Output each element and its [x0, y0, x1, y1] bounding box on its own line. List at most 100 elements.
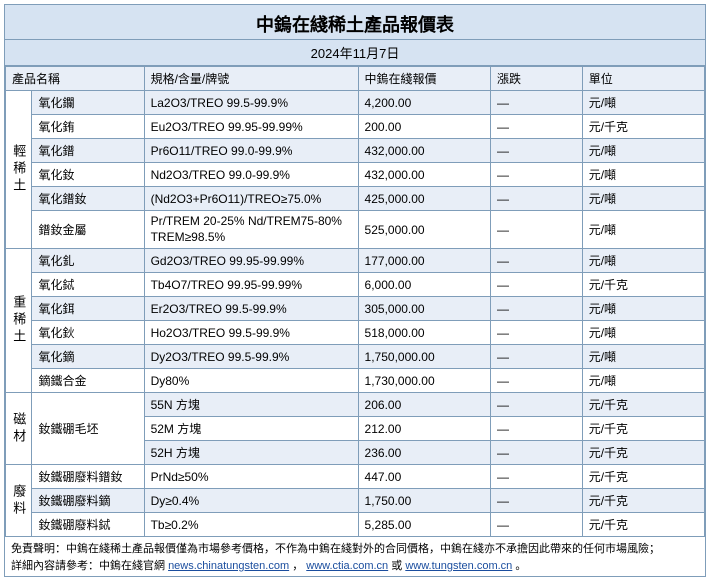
change-cell: — [491, 115, 583, 139]
spec-cell: Gd2O3/TREO 99.95-99.99% [144, 249, 358, 273]
change-cell: — [491, 513, 583, 537]
price-cell: 447.00 [358, 465, 490, 489]
unit-cell: 元/千克 [582, 513, 704, 537]
table-title: 中鎢在綫稀土產品報價表 [5, 5, 705, 40]
price-cell: 525,000.00 [358, 211, 490, 249]
product-name-cell: 鏑鐵合金 [32, 369, 144, 393]
change-cell: — [491, 91, 583, 115]
change-cell: — [491, 273, 583, 297]
table-row: 重稀土氧化釓Gd2O3/TREO 99.95-99.99%177,000.00—… [6, 249, 705, 273]
unit-cell: 元/千克 [582, 441, 704, 465]
table-row: 氧化鈥Ho2O3/TREO 99.5-99.9%518,000.00—元/噸 [6, 321, 705, 345]
spec-cell: Tb≥0.2% [144, 513, 358, 537]
price-cell: 518,000.00 [358, 321, 490, 345]
unit-cell: 元/千克 [582, 273, 704, 297]
change-cell: — [491, 441, 583, 465]
spec-cell: Eu2O3/TREO 99.95-99.99% [144, 115, 358, 139]
spec-cell: Dy80% [144, 369, 358, 393]
footer-link-1[interactable]: news.chinatungsten.com [168, 560, 289, 572]
product-name-cell: 氧化鏑 [32, 345, 144, 369]
price-table: 產品名稱 規格/含量/牌號 中鎢在綫報價 漲跌 單位 輕稀土氧化鑭La2O3/T… [5, 66, 705, 537]
price-cell: 1,730,000.00 [358, 369, 490, 393]
spec-cell: Dy≥0.4% [144, 489, 358, 513]
table-row: 氧化鐠Pr6O11/TREO 99.0-99.9%432,000.00—元/噸 [6, 139, 705, 163]
product-name-cell: 氧化鐠釹 [32, 187, 144, 211]
table-date: 2024年11月7日 [5, 40, 705, 66]
footer-end: 。 [515, 560, 526, 572]
col-unit: 單位 [582, 67, 704, 91]
product-name-cell: 鐠釹金屬 [32, 211, 144, 249]
unit-cell: 元/噸 [582, 297, 704, 321]
table-row: 氧化鉺Er2O3/TREO 99.5-99.9%305,000.00—元/噸 [6, 297, 705, 321]
change-cell: — [491, 139, 583, 163]
change-cell: — [491, 321, 583, 345]
unit-cell: 元/千克 [582, 489, 704, 513]
col-spec: 規格/含量/牌號 [144, 67, 358, 91]
price-cell: 425,000.00 [358, 187, 490, 211]
change-cell: — [491, 417, 583, 441]
unit-cell: 元/噸 [582, 369, 704, 393]
table-row: 鐠釹金屬Pr/TREM 20-25% Nd/TREM75-80% TREM≥98… [6, 211, 705, 249]
price-cell: 206.00 [358, 393, 490, 417]
category-cell: 重稀土 [6, 249, 32, 393]
product-name-cell: 釹鐵硼廢料鋱 [32, 513, 144, 537]
table-row: 氧化鋱Tb4O7/TREO 99.95-99.99%6,000.00—元/千克 [6, 273, 705, 297]
price-cell: 200.00 [358, 115, 490, 139]
footer-sep1: ， [292, 560, 303, 572]
footer-link-3[interactable]: www.tungsten.com.cn [405, 560, 512, 572]
unit-cell: 元/噸 [582, 91, 704, 115]
unit-cell: 元/噸 [582, 211, 704, 249]
change-cell: — [491, 211, 583, 249]
change-cell: — [491, 489, 583, 513]
product-name-cell: 釹鐵硼廢料鐠釹 [32, 465, 144, 489]
unit-cell: 元/千克 [582, 465, 704, 489]
spec-cell: Ho2O3/TREO 99.5-99.9% [144, 321, 358, 345]
product-name-cell: 氧化銪 [32, 115, 144, 139]
footer-line2-pre: 詳細內容請參考：中鎢在綫官網 [11, 560, 168, 572]
footer-disclaimer: 免責聲明：中鎢在綫稀土產品報價僅為市場參考價格，不作為中鎢在綫對外的合同價格，中… [5, 537, 705, 576]
footer-link-2[interactable]: www.ctia.com.cn [306, 560, 388, 572]
table-row: 廢料釹鐵硼廢料鐠釹PrNd≥50%447.00—元/千克 [6, 465, 705, 489]
product-name-cell: 氧化鐠 [32, 139, 144, 163]
price-cell: 236.00 [358, 441, 490, 465]
footer-sep2: 或 [391, 560, 405, 572]
spec-cell: Tb4O7/TREO 99.95-99.99% [144, 273, 358, 297]
price-cell: 5,285.00 [358, 513, 490, 537]
table-row: 鏑鐵合金Dy80%1,730,000.00—元/噸 [6, 369, 705, 393]
price-cell: 212.00 [358, 417, 490, 441]
product-name-cell: 氧化鋱 [32, 273, 144, 297]
change-cell: — [491, 345, 583, 369]
spec-cell: 52H 方塊 [144, 441, 358, 465]
change-cell: — [491, 393, 583, 417]
unit-cell: 元/噸 [582, 187, 704, 211]
spec-cell: (Nd2O3+Pr6O11)/TREO≥75.0% [144, 187, 358, 211]
price-cell: 1,750.00 [358, 489, 490, 513]
product-name-cell: 氧化鉺 [32, 297, 144, 321]
unit-cell: 元/噸 [582, 249, 704, 273]
spec-cell: La2O3/TREO 99.5-99.9% [144, 91, 358, 115]
product-name-cell: 釹鐵硼毛坯 [32, 393, 144, 465]
price-cell: 432,000.00 [358, 163, 490, 187]
change-cell: — [491, 249, 583, 273]
unit-cell: 元/噸 [582, 321, 704, 345]
price-cell: 305,000.00 [358, 297, 490, 321]
footer-line1: 免責聲明：中鎢在綫稀土產品報價僅為市場參考價格，不作為中鎢在綫對外的合同價格，中… [11, 543, 660, 555]
table-body: 輕稀土氧化鑭La2O3/TREO 99.5-99.9%4,200.00—元/噸氧… [6, 91, 705, 537]
unit-cell: 元/千克 [582, 115, 704, 139]
price-cell: 6,000.00 [358, 273, 490, 297]
category-cell: 廢料 [6, 465, 32, 537]
product-name-cell: 氧化釓 [32, 249, 144, 273]
spec-cell: Dy2O3/TREO 99.5-99.9% [144, 345, 358, 369]
table-row: 磁材釹鐵硼毛坯55N 方塊206.00—元/千克 [6, 393, 705, 417]
unit-cell: 元/噸 [582, 163, 704, 187]
col-name: 產品名稱 [6, 67, 145, 91]
spec-cell: 52M 方塊 [144, 417, 358, 441]
category-cell: 輕稀土 [6, 91, 32, 249]
table-row: 氧化銪Eu2O3/TREO 99.95-99.99%200.00—元/千克 [6, 115, 705, 139]
table-row: 氧化鏑Dy2O3/TREO 99.5-99.9%1,750,000.00—元/噸 [6, 345, 705, 369]
unit-cell: 元/噸 [582, 345, 704, 369]
change-cell: — [491, 465, 583, 489]
price-cell: 432,000.00 [358, 139, 490, 163]
change-cell: — [491, 163, 583, 187]
col-change: 漲跌 [491, 67, 583, 91]
